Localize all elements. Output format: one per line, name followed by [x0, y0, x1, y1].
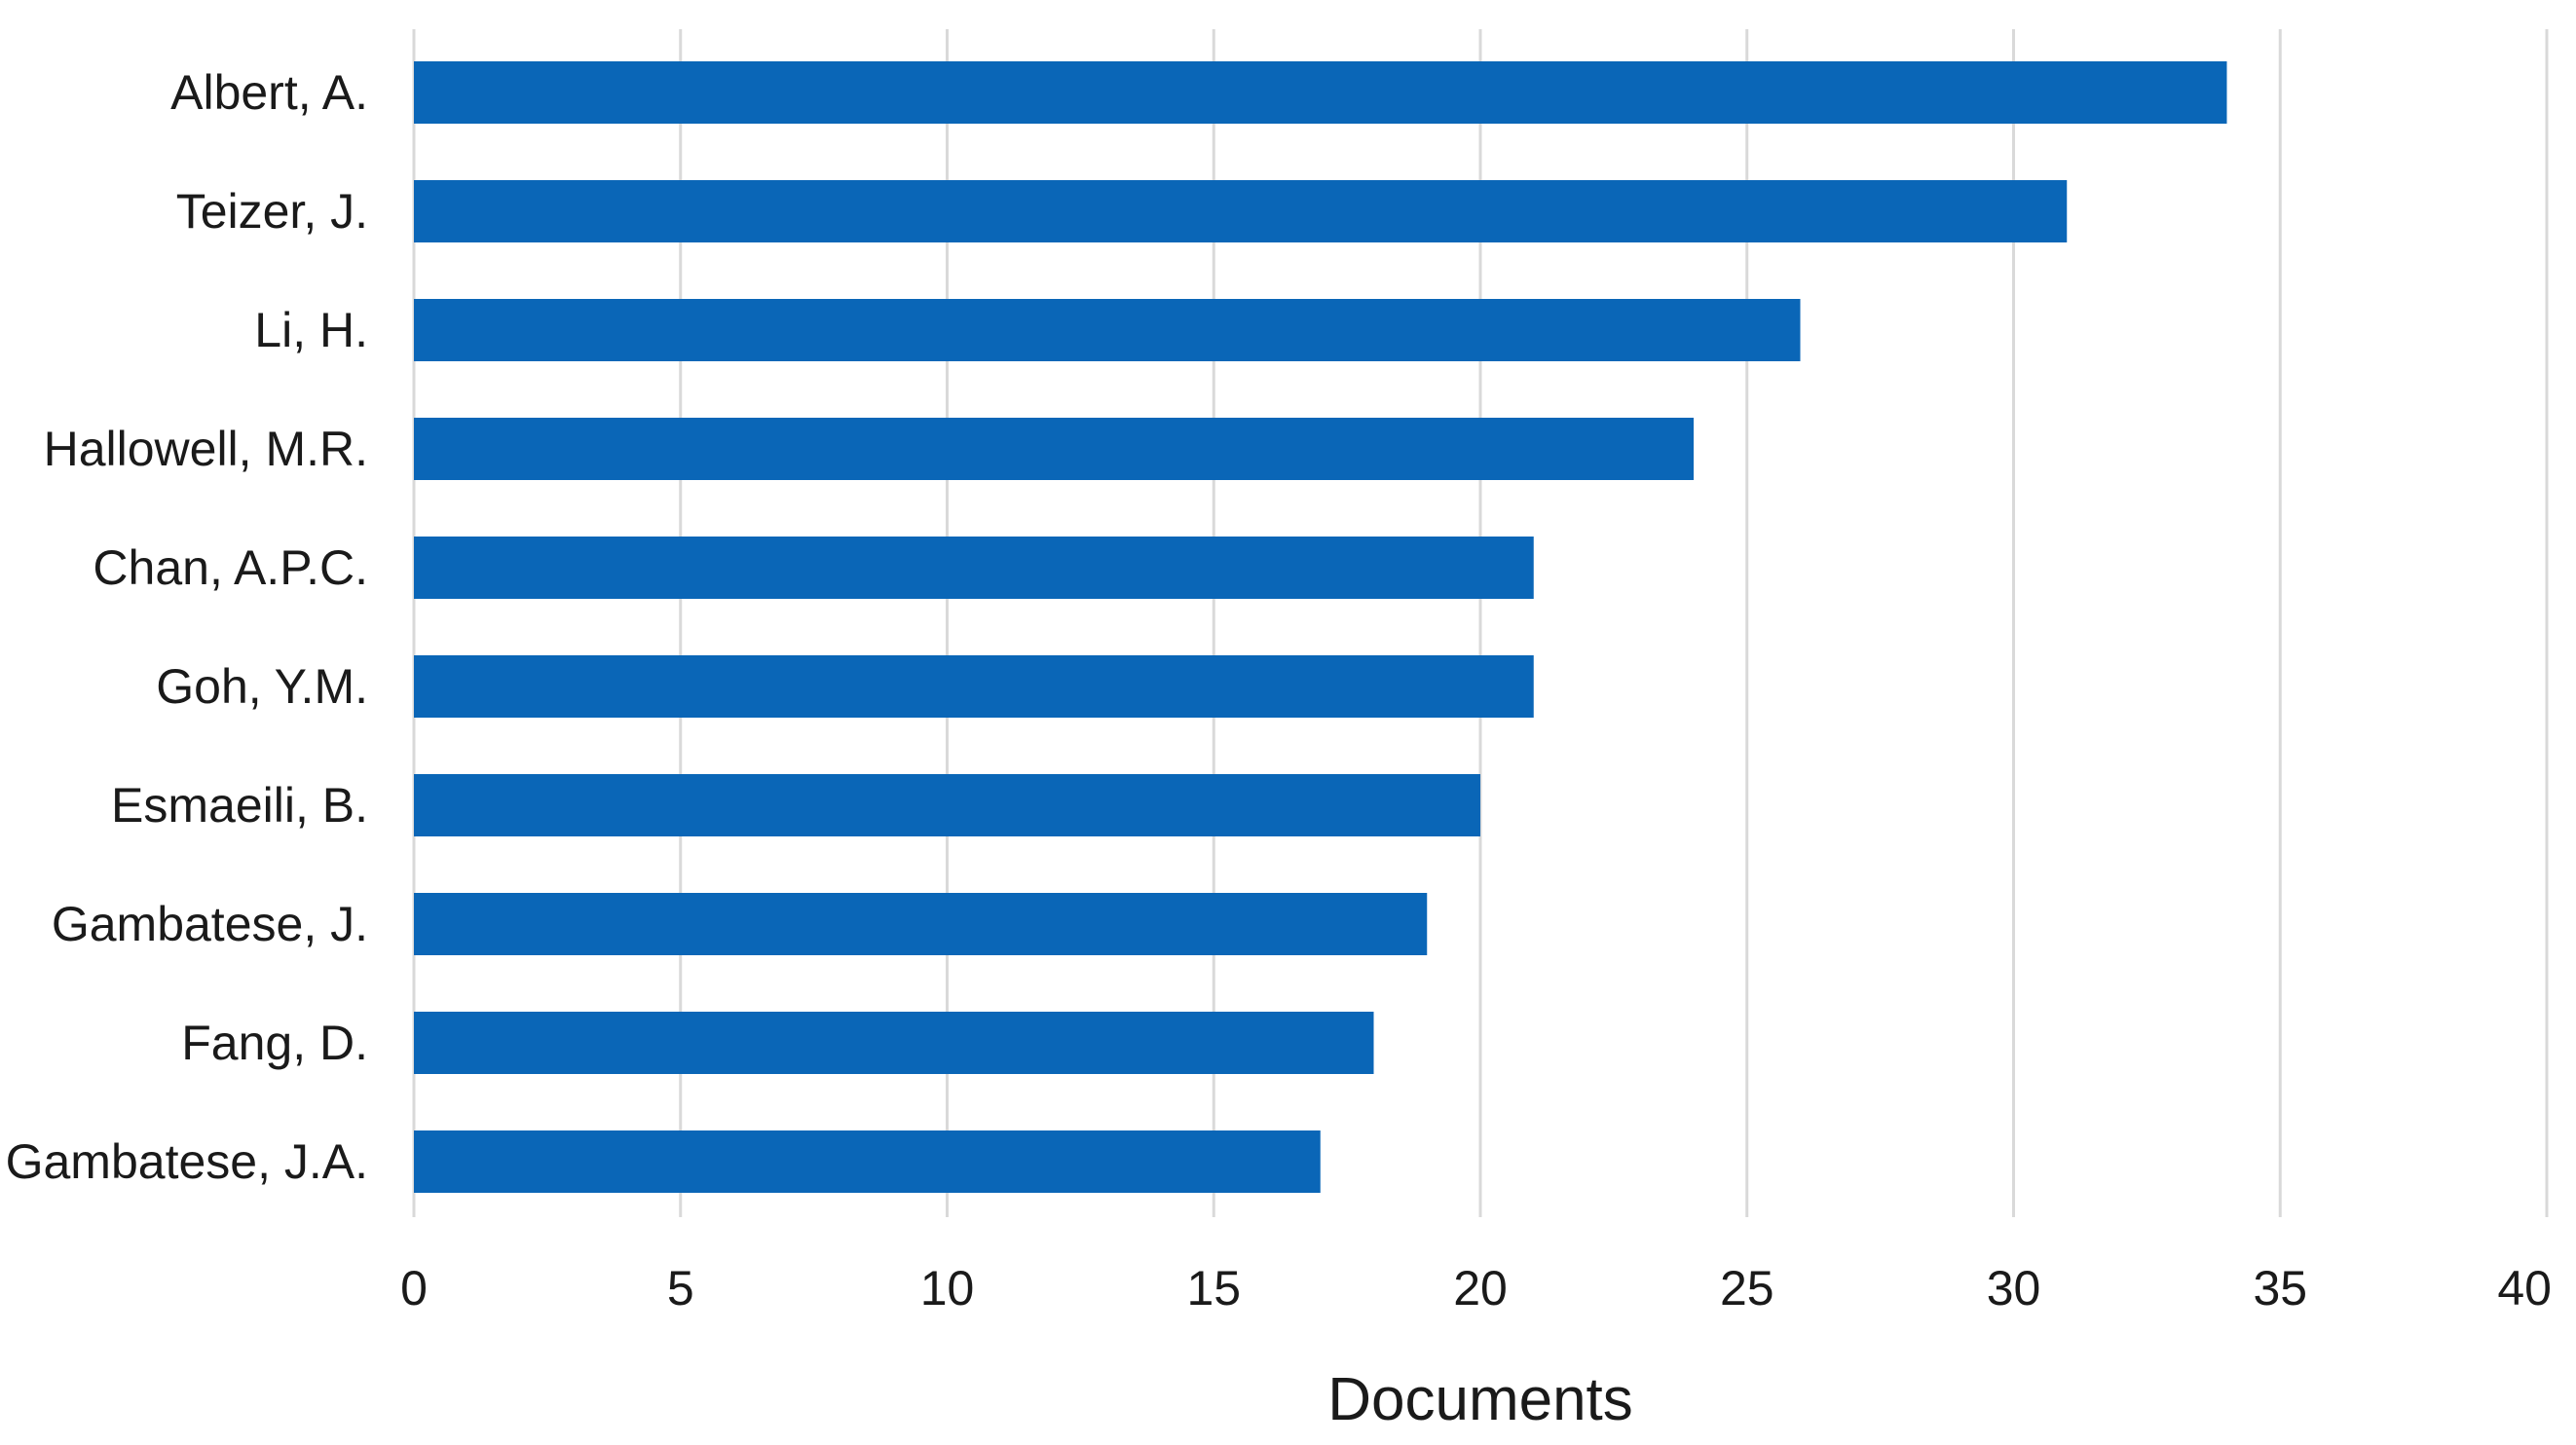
bars	[414, 61, 2227, 1193]
category-labels: Albert, A. Teizer, J. Li, H. Hallowell, M.R…	[6, 65, 368, 1189]
x-tick-label: 20	[1453, 1261, 1508, 1315]
x-tick-label: 30	[1987, 1261, 2041, 1315]
category-label: Fang, D.	[181, 1016, 368, 1070]
x-tick-label: 15	[1186, 1261, 1241, 1315]
bar	[414, 1012, 1374, 1074]
bar	[414, 180, 2068, 242]
bar	[414, 299, 1801, 361]
bar	[414, 774, 1480, 836]
x-tick-label: 0	[400, 1261, 428, 1315]
x-axis-title: Documents	[1327, 1366, 1633, 1433]
bar	[414, 655, 1534, 718]
bar	[414, 537, 1534, 599]
x-tick-label: 5	[667, 1261, 694, 1315]
x-tick-label: 10	[920, 1261, 975, 1315]
x-tick-label: 35	[2253, 1261, 2307, 1315]
bar	[414, 418, 1694, 480]
category-label: Chan, A.P.C.	[93, 540, 368, 595]
bar	[414, 1130, 1321, 1193]
category-label: Hallowell, M.R.	[44, 422, 368, 476]
x-tick-label: 25	[1720, 1261, 1774, 1315]
category-label: Li, H.	[254, 303, 368, 357]
category-label: Gambatese, J.A.	[6, 1134, 368, 1189]
bar	[414, 893, 1428, 955]
category-label: Goh, Y.M.	[156, 659, 368, 714]
category-label: Gambatese, J.	[52, 897, 368, 951]
category-label: Esmaeili, B.	[111, 778, 368, 833]
x-tick-label: 40	[2497, 1261, 2552, 1315]
category-label: Albert, A.	[170, 65, 368, 120]
x-tick-labels: 0 5 10 15 20 25 30 35 40	[400, 1261, 2552, 1315]
category-label: Teizer, J.	[176, 184, 368, 239]
bar	[414, 61, 2227, 124]
